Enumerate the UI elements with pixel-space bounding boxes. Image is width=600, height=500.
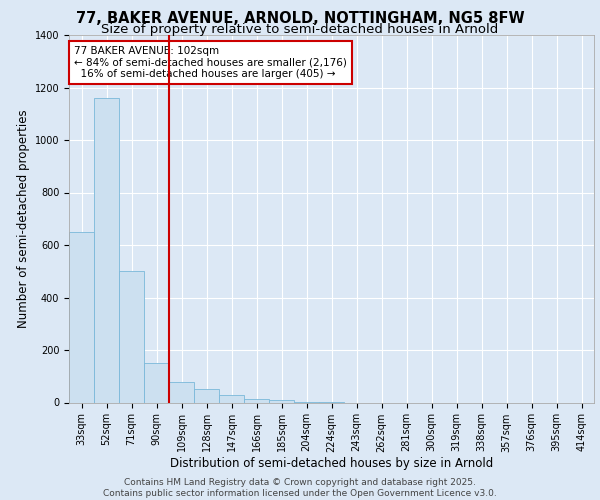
Bar [219,395,244,402]
Bar [169,382,194,402]
Bar [194,390,219,402]
X-axis label: Distribution of semi-detached houses by size in Arnold: Distribution of semi-detached houses by … [170,457,493,470]
Bar [244,398,269,402]
Bar [94,98,119,402]
Text: Size of property relative to semi-detached houses in Arnold: Size of property relative to semi-detach… [101,22,499,36]
Text: 77, BAKER AVENUE, ARNOLD, NOTTINGHAM, NG5 8FW: 77, BAKER AVENUE, ARNOLD, NOTTINGHAM, NG… [76,11,524,26]
Bar [269,400,294,402]
Bar [69,232,94,402]
Text: Contains HM Land Registry data © Crown copyright and database right 2025.
Contai: Contains HM Land Registry data © Crown c… [103,478,497,498]
Bar [144,363,169,403]
Y-axis label: Number of semi-detached properties: Number of semi-detached properties [17,110,31,328]
Bar [119,271,144,402]
Text: 77 BAKER AVENUE: 102sqm
← 84% of semi-detached houses are smaller (2,176)
  16% : 77 BAKER AVENUE: 102sqm ← 84% of semi-de… [74,46,347,79]
